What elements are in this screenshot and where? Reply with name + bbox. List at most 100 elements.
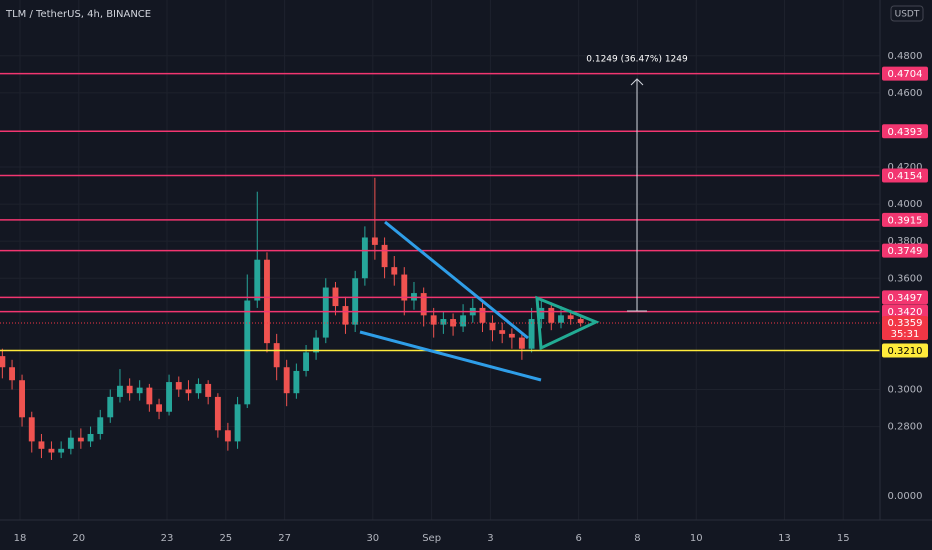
- candle-body: [87, 433, 94, 442]
- trend-line: [384, 220, 529, 340]
- candle-body: [9, 367, 15, 381]
- candle-body: [97, 417, 104, 434]
- candle-body: [479, 307, 486, 323]
- plot: [0, 72, 880, 460]
- x-tick-label: Sep: [422, 533, 441, 544]
- level-badge: [882, 290, 928, 305]
- x-tick-label: 18: [14, 533, 27, 544]
- candle-body: [518, 337, 525, 349]
- level-label: 0.4154: [888, 171, 923, 182]
- candle-body: [77, 437, 84, 442]
- level-label: 0.3915: [888, 215, 923, 226]
- level-label: 0.4393: [888, 127, 923, 138]
- y-tick-label: 0.3600: [888, 273, 923, 284]
- bottom-label: 0.0000: [888, 491, 923, 502]
- candle-body: [185, 389, 192, 394]
- candle-body: [460, 315, 467, 327]
- x-tick-label: 15: [837, 533, 850, 544]
- currency: USDT: [895, 10, 920, 20]
- candle-body: [254, 259, 261, 301]
- candle-body: [126, 385, 133, 394]
- candle-body: [293, 370, 300, 394]
- candle-body: [371, 237, 378, 245]
- y-tick-label: 0.3800: [888, 236, 923, 247]
- x-tick-label: 13: [778, 533, 791, 544]
- candle-body: [391, 267, 398, 275]
- candle-body: [156, 404, 163, 412]
- x-tick-label: 27: [278, 533, 291, 544]
- level-label: 0.4704: [888, 69, 923, 80]
- last-price-badge: [882, 315, 928, 340]
- x-tick-label: 10: [690, 533, 703, 544]
- candle-body: [558, 315, 564, 323]
- currency-box: [890, 5, 924, 22]
- level-label: 0.3420: [888, 307, 923, 318]
- triangle-pattern: [535, 295, 600, 351]
- candle-body: [224, 430, 231, 442]
- level-badge: [882, 243, 928, 258]
- measure-label: 0.1249 (36.47%) 1249: [586, 55, 688, 65]
- level-badge: [882, 343, 928, 358]
- candle-body: [430, 315, 437, 325]
- y-tick-label: 0.4200: [888, 162, 923, 173]
- candle-body: [0, 356, 6, 368]
- x-tick-label: 8: [634, 533, 640, 544]
- x-tick-label: 20: [72, 533, 85, 544]
- x-tick-label: 30: [366, 533, 379, 544]
- candle-body: [381, 244, 388, 268]
- y-tick-label: 0.4800: [888, 51, 923, 62]
- candle-body: [67, 437, 74, 449]
- candle-body: [244, 300, 251, 405]
- candle-body: [136, 387, 143, 394]
- level-badge: [882, 66, 928, 81]
- candle-body: [273, 343, 280, 368]
- candle-body: [548, 307, 555, 323]
- level-badge: [882, 168, 928, 183]
- x-tick-label: 25: [219, 533, 232, 544]
- candle-body: [489, 322, 496, 331]
- x-tick-label: 3: [487, 533, 493, 544]
- candle-body: [420, 293, 427, 316]
- candle-body: [234, 404, 241, 442]
- last-price-label: 0.3359: [888, 318, 923, 329]
- candle-body: [401, 274, 408, 301]
- x-tick-label: 23: [161, 533, 174, 544]
- level-badge: [882, 212, 928, 227]
- candle-body: [283, 367, 290, 394]
- level-label: 0.3497: [888, 293, 923, 304]
- level-label: 0.3749: [888, 246, 923, 257]
- level-badge: [882, 124, 928, 139]
- candle-body: [48, 448, 55, 453]
- candle-body: [352, 278, 359, 325]
- candle-body: [28, 417, 35, 442]
- candle-body: [499, 330, 506, 334]
- candle-body: [117, 385, 123, 397]
- candle-body: [58, 448, 65, 453]
- axis: 0.4800 0.4600 0.4200 0.4000 0.3800 0.3600 0.30…: [14, 51, 928, 544]
- candle-body: [528, 319, 535, 349]
- candle-body: [195, 383, 202, 394]
- candle-body: [313, 337, 320, 353]
- y-tick-label: 0.3000: [888, 384, 923, 395]
- candle-body: [508, 333, 515, 338]
- candle-body: [166, 382, 173, 412]
- candle-body: [146, 387, 153, 405]
- candle-body: [577, 319, 584, 323]
- measure-arrow: [630, 78, 644, 86]
- candle-body: [322, 287, 329, 338]
- candle-body: [19, 380, 25, 418]
- candle-body: [107, 396, 114, 418]
- trend-line: [359, 330, 542, 382]
- candle-body: [38, 441, 45, 449]
- candle-body: [361, 237, 368, 279]
- candle-body: [264, 259, 270, 344]
- candle-body: [440, 319, 447, 325]
- candle-body: [205, 383, 212, 397]
- y-tick-label: 0.2800: [888, 422, 923, 433]
- level-label: 0.3210: [888, 346, 923, 357]
- candle-body: [567, 315, 574, 320]
- chart-title: TLM / TetherUS, 4h, BINANCE: [5, 9, 151, 20]
- candle-body: [214, 396, 221, 431]
